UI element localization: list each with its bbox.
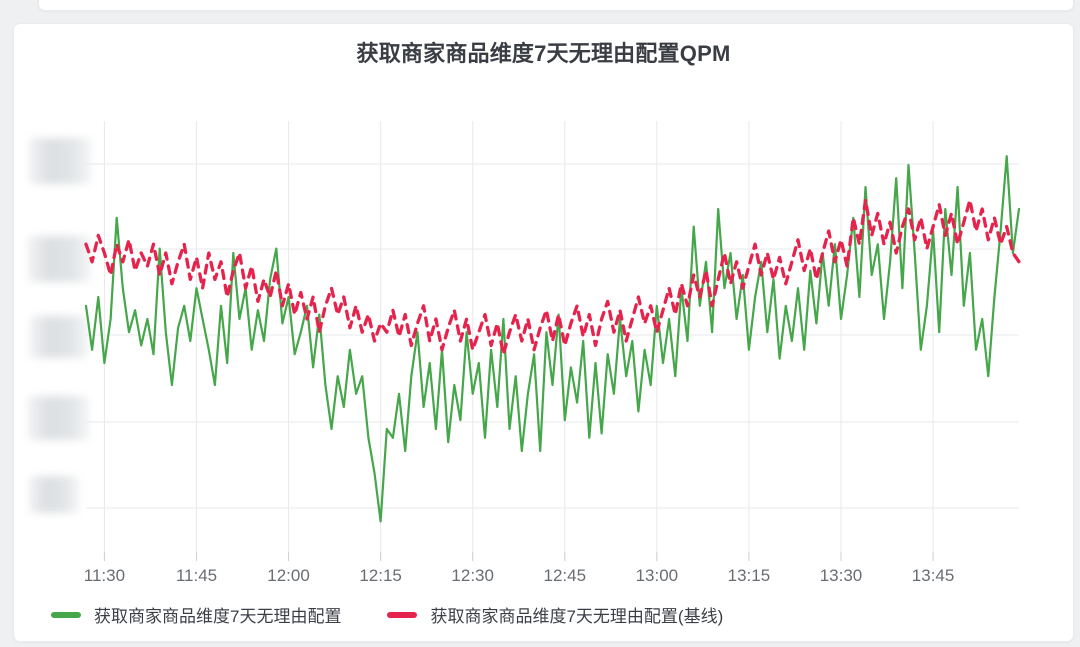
legend-item-baseline[interactable]: 获取商家商品维度7天无理由配置(基线): [387, 602, 723, 627]
y-axis-label-redacted: [29, 138, 91, 184]
chart-canvas[interactable]: [84, 121, 1021, 561]
chart-area: 11:30 11:45 12:00 12:15 12:30 12:45 13:0…: [14, 24, 1073, 641]
legend-swatch-red: [387, 611, 418, 618]
x-axis-tick-label: 12:30: [451, 566, 494, 585]
y-axis-label-redacted: [30, 316, 88, 358]
legend-label: 获取商家商品维度7天无理由配置(基线): [430, 607, 724, 626]
x-axis-tick-label: 11:30: [83, 566, 126, 585]
x-axis-tick-label: 13:30: [819, 566, 863, 585]
x-axis-tick-label: 12:45: [543, 566, 587, 585]
x-axis-tick-label: 13:00: [635, 566, 679, 585]
y-axis-label-redacted: [29, 476, 79, 513]
chart-legend: 获取商家商品维度7天无理由配置 获取商家商品维度7天无理由配置(基线): [51, 602, 723, 627]
legend-item-series[interactable]: 获取商家商品维度7天无理由配置: [51, 602, 341, 627]
y-axis-label-redacted: [28, 236, 91, 282]
x-axis-tick-label: 13:15: [727, 566, 771, 585]
x-axis-tick-label: 12:15: [359, 566, 402, 585]
x-axis-tick-label: 11:45: [175, 566, 218, 585]
legend-swatch-green: [51, 611, 81, 618]
adjacent-panel-bottom-edge: [38, 0, 1074, 11]
chart-panel: 获取商家商品维度7天无理由配置QPM 11:30 11:45 12:00 12:…: [13, 23, 1074, 642]
y-axis-label-redacted: [28, 396, 89, 440]
legend-label: 获取商家商品维度7天无理由配置: [94, 607, 342, 626]
x-axis-tick-label: 13:45: [911, 566, 955, 585]
panel-title: 获取商家商品维度7天无理由配置QPM: [356, 41, 731, 66]
x-axis-tick-label: 12:00: [267, 566, 310, 585]
